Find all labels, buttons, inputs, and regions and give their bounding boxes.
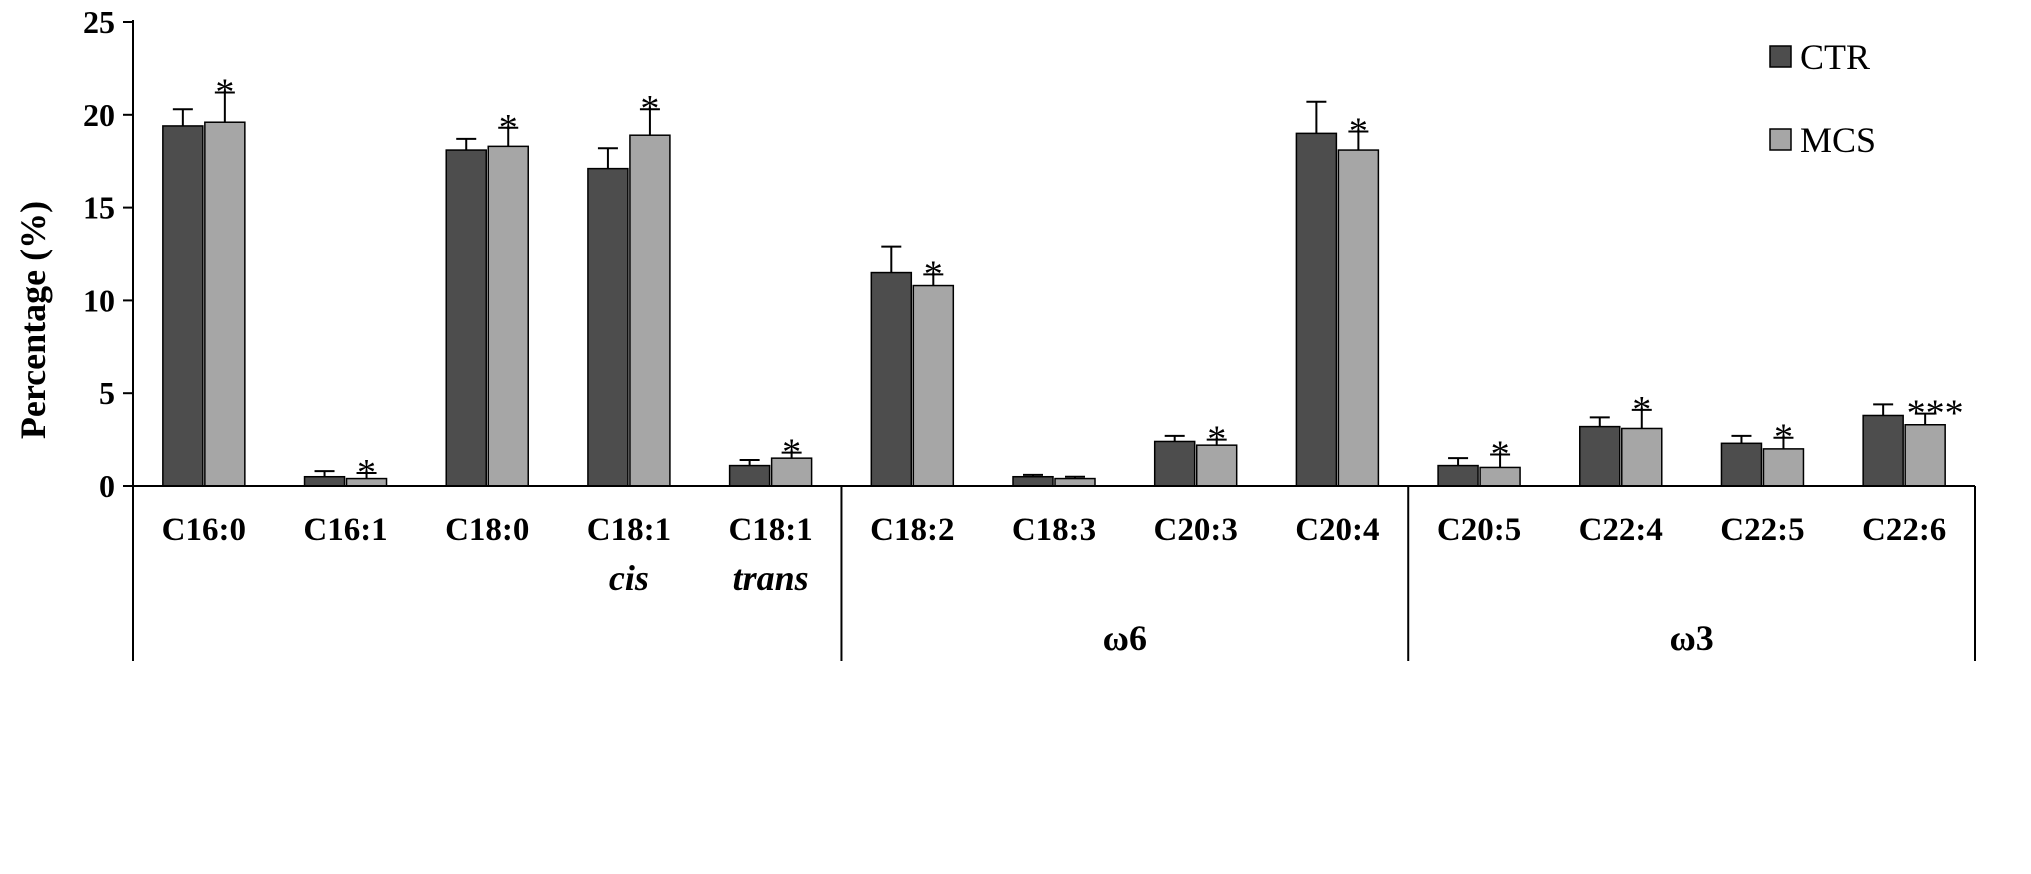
- x-category-label: C16:1: [303, 512, 387, 548]
- x-category-label: C22:6: [1862, 512, 1946, 548]
- significance-mark: *: [924, 253, 943, 295]
- x-category-label: C18:1: [587, 512, 671, 548]
- significance-mark: *: [357, 452, 376, 494]
- x-category-label: C22:5: [1720, 512, 1804, 548]
- y-tick-label: 20: [83, 97, 115, 133]
- x-category-label: C18:3: [1012, 512, 1096, 548]
- x-category-label: C20:5: [1437, 512, 1521, 548]
- x-category-label: C18:0: [445, 512, 529, 548]
- significance-mark: *: [215, 72, 234, 114]
- bar-mcs: [1337, 149, 1380, 487]
- bar-ctr: [1295, 132, 1338, 487]
- y-tick-label: 10: [83, 282, 115, 318]
- bar-mcs: [204, 121, 246, 487]
- y-tick-label: 5: [99, 375, 115, 411]
- x-category-sublabel: cis: [609, 558, 649, 598]
- bar-mcs: [1621, 427, 1663, 487]
- y-axis-title: Percentage (%): [13, 201, 53, 439]
- x-category-label: C18:1: [728, 512, 812, 548]
- legend-label-mcs: MCS: [1800, 120, 1876, 160]
- significance-mark: ***: [1907, 393, 1964, 435]
- bar-ctr: [1153, 440, 1196, 487]
- significance-mark: *: [499, 107, 518, 149]
- bar-ctr: [303, 475, 346, 487]
- bar-mcs: [629, 134, 671, 487]
- legend-label-ctr: CTR: [1800, 37, 1870, 77]
- bar-ctr: [162, 125, 204, 487]
- bar-mcs: [1195, 444, 1238, 487]
- x-category-label: C20:4: [1295, 512, 1379, 548]
- x-category-label: C16:0: [162, 512, 246, 548]
- significance-mark: *: [1491, 433, 1510, 475]
- bar-mcs: [912, 284, 955, 487]
- x-category-sublabel: trans: [733, 558, 809, 598]
- significance-mark: *: [1632, 389, 1651, 431]
- significance-mark: *: [1207, 419, 1226, 461]
- significance-mark: *: [782, 432, 801, 474]
- bar-mcs: [770, 457, 813, 487]
- bar-ctr: [1862, 414, 1904, 487]
- x-category-label: C18:2: [870, 512, 954, 548]
- bar-mcs: [1054, 477, 1096, 487]
- bar-mcs: [1904, 424, 1946, 487]
- group-label: ω6: [1103, 618, 1147, 658]
- legend-swatch-mcs: [1769, 128, 1792, 151]
- legend-swatch-ctr: [1769, 45, 1792, 68]
- bar-ctr: [870, 271, 913, 487]
- bar-ctr: [587, 167, 629, 487]
- group-label: ω3: [1669, 618, 1713, 658]
- bar-ctr: [1720, 442, 1763, 487]
- bar-ctr: [1012, 475, 1054, 487]
- y-tick-label: 15: [83, 190, 115, 226]
- bar-ctr: [1579, 425, 1621, 487]
- bar-mcs: [487, 145, 529, 487]
- x-category-label: C22:4: [1579, 512, 1663, 548]
- y-tick-label: 25: [83, 4, 115, 40]
- bar-ctr: [1437, 464, 1479, 487]
- significance-mark: *: [1349, 111, 1368, 153]
- bar-ctr: [445, 149, 487, 487]
- y-tick-label: 0: [99, 468, 115, 504]
- bar-ctr: [728, 464, 771, 487]
- significance-mark: *: [1774, 417, 1793, 459]
- significance-mark: *: [640, 88, 659, 130]
- x-category-label: C20:3: [1154, 512, 1238, 548]
